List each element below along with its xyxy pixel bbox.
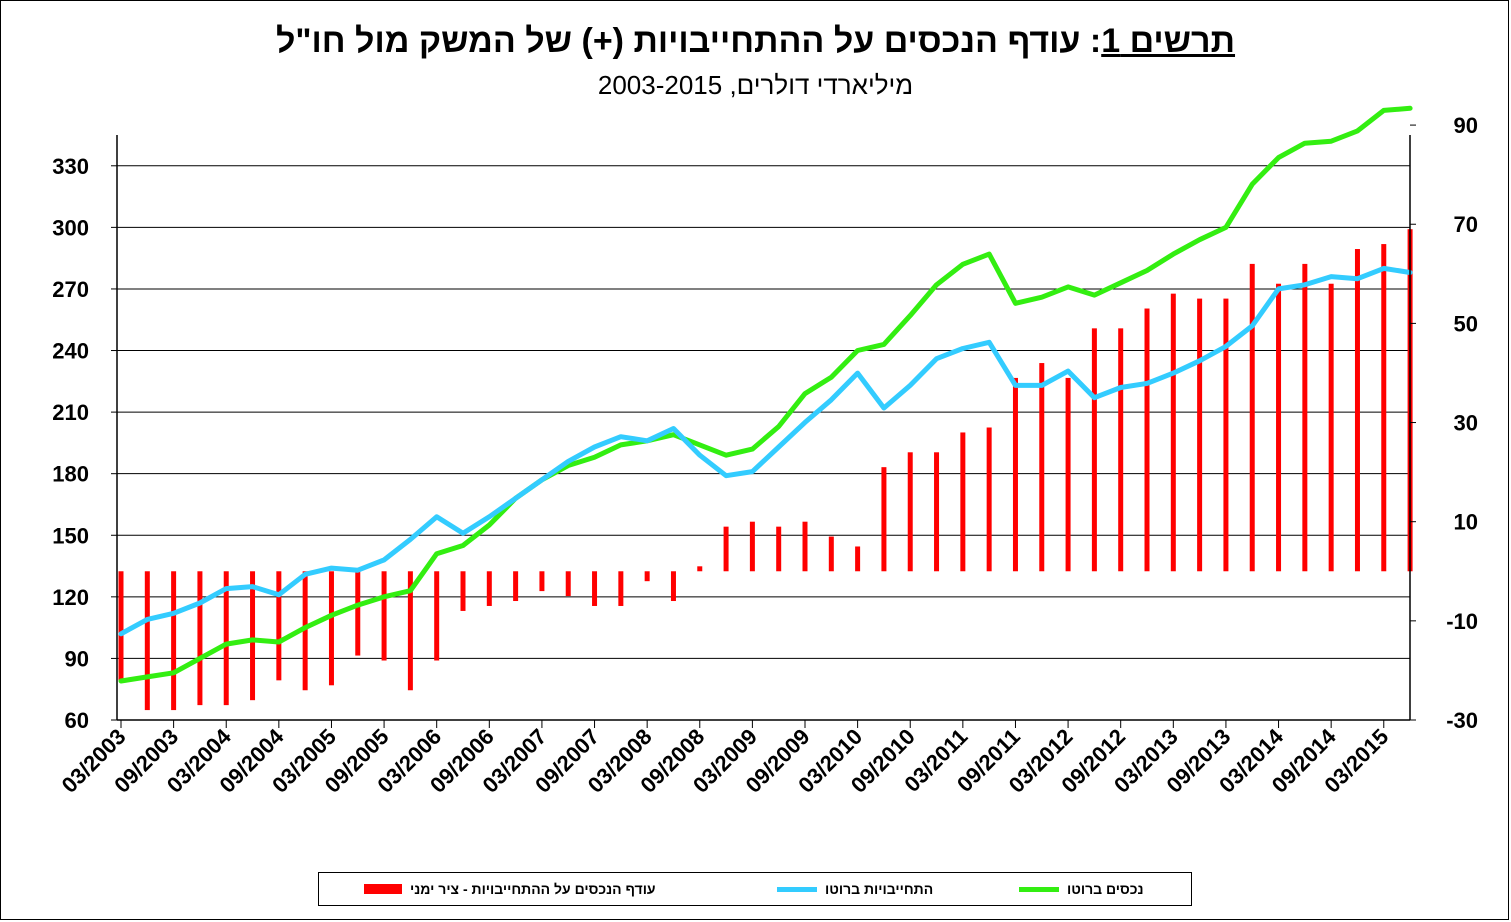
right-tick-label: 10 <box>1454 510 1478 535</box>
surplus-bar <box>828 536 834 572</box>
surplus-bar <box>1012 377 1018 572</box>
surplus-bar <box>1197 298 1203 572</box>
left-tick-label: 60 <box>65 708 89 733</box>
surplus-bar <box>565 571 571 597</box>
left-tick-label: 180 <box>52 462 89 487</box>
surplus-bar <box>118 571 124 681</box>
surplus-bar <box>328 571 334 686</box>
legend-swatch-surplus <box>364 884 402 894</box>
surplus-bar <box>1065 377 1071 572</box>
surplus-bar <box>776 526 782 572</box>
right-tick-label: -10 <box>1446 609 1478 634</box>
surplus-bar <box>407 571 413 691</box>
series-lines <box>118 105 1413 684</box>
surplus-bar <box>144 571 150 711</box>
surplus-bar <box>1144 308 1150 572</box>
surplus-bar <box>670 571 676 602</box>
legend-label-surplus: עודף הנכסים על ההתחייבויות - ציר ימני <box>410 881 656 897</box>
surplus-bar <box>539 571 545 592</box>
surplus-bar <box>1091 328 1097 572</box>
right-tick-label: -30 <box>1446 708 1478 733</box>
left-tick-label: 330 <box>52 154 89 179</box>
surplus-bar <box>1223 298 1229 572</box>
right-tick-label: 50 <box>1454 311 1478 336</box>
surplus-bars <box>118 229 1413 711</box>
legend-item-surplus: עודף הנכסים על ההתחייבויות - ציר ימני <box>364 879 656 899</box>
legend-item-liabilities: התחייבויות ברוטו <box>777 879 933 899</box>
legend-item-assets: נכסים ברוטו <box>1019 879 1144 899</box>
grid-lines <box>117 165 1410 721</box>
chart-title-prefix: תרשים 1 <box>1101 22 1236 60</box>
legend-swatch-assets <box>1019 886 1059 892</box>
right-tick-label: 30 <box>1454 411 1478 436</box>
left-axis-ticks: 60 90 120 150 180 210 240 270 300 330 <box>52 154 117 733</box>
surplus-bar <box>1302 263 1308 572</box>
assets-line <box>118 105 1413 684</box>
surplus-bar <box>1276 283 1282 572</box>
chart-subtitle: מיליארדי דולרים, 2003-2015 <box>597 70 914 100</box>
liabilities-line <box>118 265 1413 637</box>
legend-swatch-liabilities <box>777 886 817 892</box>
surplus-bar <box>749 521 755 572</box>
surplus-bar <box>171 571 177 711</box>
surplus-bar <box>802 521 808 572</box>
x-axis-ticks: 03/200309/200303/200409/200403/200509/20… <box>57 720 1393 798</box>
left-tick-label: 210 <box>52 400 89 425</box>
legend-label-assets: נכסים ברוטו <box>1067 881 1144 897</box>
surplus-bar <box>697 566 703 572</box>
surplus-bar <box>1170 293 1176 572</box>
surplus-bar <box>250 571 256 701</box>
surplus-bar <box>960 432 966 572</box>
surplus-bar <box>434 571 440 661</box>
surplus-bar <box>381 571 387 661</box>
surplus-bar <box>460 571 466 611</box>
surplus-bar <box>223 571 229 706</box>
legend-label-liabilities: התחייבויות ברוטו <box>825 881 934 897</box>
surplus-bar <box>276 571 282 681</box>
surplus-bar <box>197 571 203 706</box>
surplus-bar <box>723 526 729 572</box>
surplus-bar <box>934 452 940 572</box>
surplus-bar <box>855 546 861 572</box>
surplus-bar <box>986 427 992 572</box>
left-tick-label: 270 <box>52 277 89 302</box>
right-tick-label: 90 <box>1454 113 1478 138</box>
axes <box>116 135 1411 721</box>
surplus-bar <box>881 467 887 572</box>
left-tick-label: 90 <box>65 646 89 671</box>
surplus-bar <box>1381 244 1387 572</box>
surplus-bar <box>618 571 624 606</box>
surplus-bar <box>1354 249 1360 572</box>
right-axis-ticks: -30 -10 10 30 50 70 90 <box>1410 113 1478 733</box>
surplus-bar <box>513 571 519 602</box>
surplus-bar <box>1249 263 1255 572</box>
surplus-bar <box>907 452 913 572</box>
chart-title: תרשים 1: עודף הנכסים על ההתחייבויות (+) … <box>0 22 1511 61</box>
chart-title-text: : עודף הנכסים על ההתחייבויות (+) של המשק… <box>275 22 1102 60</box>
surplus-bar <box>486 571 492 606</box>
left-tick-label: 150 <box>52 523 89 548</box>
left-tick-label: 120 <box>52 585 89 610</box>
surplus-bar <box>302 571 308 691</box>
surplus-bar <box>592 571 598 606</box>
surplus-bar <box>355 571 361 656</box>
left-tick-label: 300 <box>52 215 89 240</box>
surplus-bar <box>644 571 650 582</box>
surplus-bar <box>1118 328 1124 572</box>
surplus-bar <box>1328 283 1334 572</box>
left-tick-label: 240 <box>52 339 89 364</box>
legend: עודף הנכסים על ההתחייבויות - ציר ימני הת… <box>318 872 1192 906</box>
right-tick-label: 70 <box>1454 212 1478 237</box>
surplus-bar <box>1039 363 1045 572</box>
